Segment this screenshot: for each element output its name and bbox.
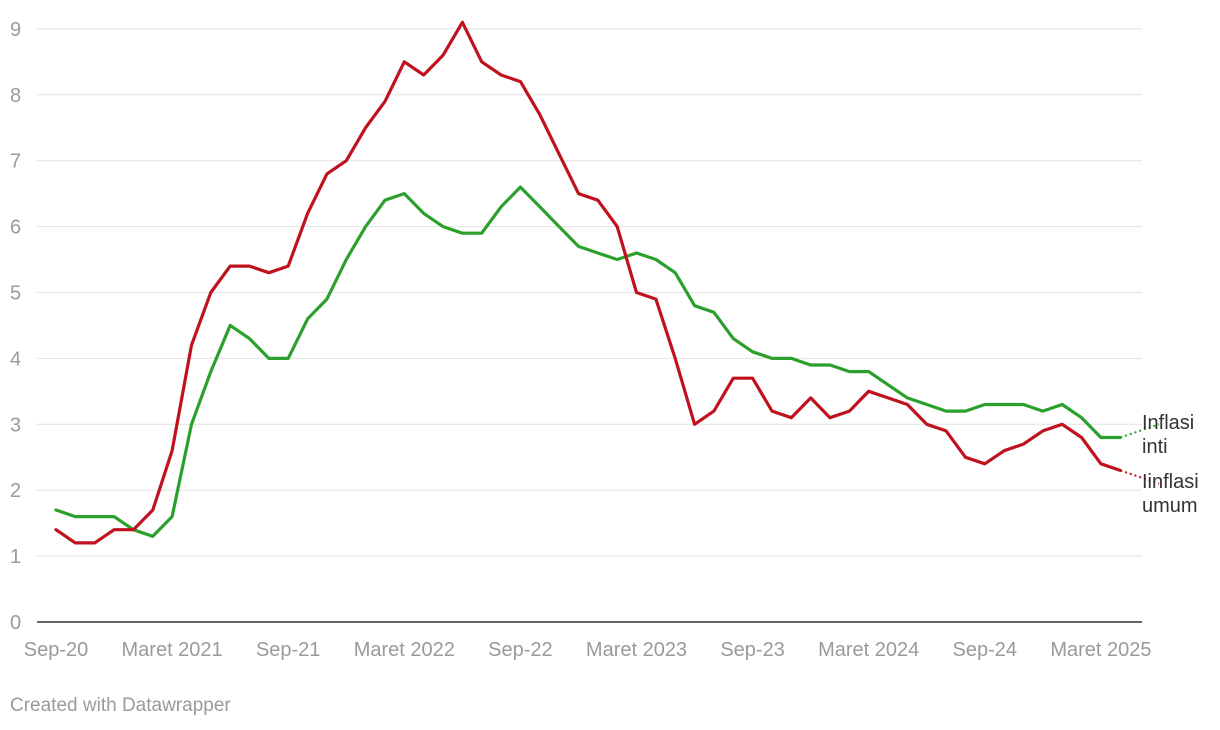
line-chart: 0 1 2 3 4 5 6 7 8 9 Sep-20 Maret 2021 Sep-21 Maret 2… [10, 19, 1199, 661]
series-connector-0 [1119, 423, 1160, 439]
x-tick-label: Sep-24 [953, 639, 1018, 661]
y-tick-label: 9 [10, 19, 21, 41]
y-tick-label: 4 [10, 348, 21, 370]
y-tick-label: 7 [10, 151, 21, 173]
y-grid [37, 28, 1142, 557]
x-tick-label: Maret 2022 [354, 639, 455, 661]
x-tick-label: Sep-23 [720, 639, 785, 661]
y-tick-label: 3 [10, 414, 21, 436]
label-inflasi-umum-line1: Iinflasi [1142, 471, 1199, 493]
y-tick-label: 0 [10, 612, 21, 634]
footer-credit: Created with Datawrapper [10, 695, 231, 716]
series-labels: Inflasi inti Iinflasi umum [1142, 412, 1199, 517]
x-tick-label: Sep-21 [256, 639, 321, 661]
x-tick-label: Maret 2024 [818, 639, 919, 661]
x-tick-label: Sep-20 [24, 639, 89, 661]
series-line-1 [54, 20, 1122, 545]
y-tick-label: 6 [10, 217, 21, 239]
y-tick-label: 2 [10, 480, 21, 502]
label-inflasi-inti-line2: inti [1142, 436, 1168, 458]
y-tick-label: 1 [10, 546, 21, 568]
y-tick-labels: 0 1 2 3 4 5 6 7 8 9 [10, 19, 21, 634]
y-tick-label: 5 [10, 283, 21, 305]
x-tick-label: Maret 2025 [1050, 639, 1151, 661]
x-tick-label: Maret 2021 [122, 639, 223, 661]
x-tick-label: Maret 2023 [586, 639, 687, 661]
series-connector-1 [1119, 469, 1160, 485]
label-inflasi-inti-line1: Inflasi [1142, 412, 1194, 434]
series-lines [54, 20, 1160, 545]
x-tick-labels: Sep-20 Maret 2021 Sep-21 Maret 2022 Sep-22 Ma… [24, 639, 1152, 661]
series-line-0 [54, 185, 1122, 538]
x-tick-label: Sep-22 [488, 639, 553, 661]
y-tick-label: 8 [10, 85, 21, 107]
label-inflasi-umum-line2: umum [1142, 495, 1198, 517]
